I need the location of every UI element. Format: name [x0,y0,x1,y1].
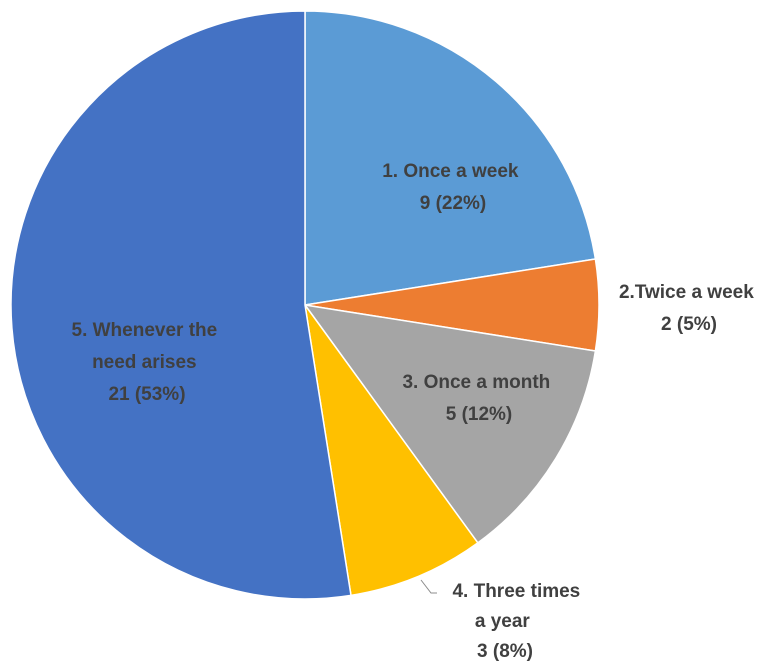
data-label-line: 1. Once a week [382,161,519,182]
pie-slice-5-whenever-the-need-arises [10,10,352,600]
data-label-line: 5 (12%) [446,404,513,425]
data-label-line: 21 (53%) [108,384,185,405]
data-label-line: 2.Twice a week [619,282,754,303]
data-label-once-a-week: 1. Once a week 9 (22%) [382,161,524,214]
data-label-line: 2 (5%) [661,314,717,335]
leader-lines [420,579,437,594]
pie-slices [10,10,600,600]
data-label-line: 3. Once a month [402,372,550,393]
data-label-line: 5. Whenever the [72,320,218,341]
pie-slice-3-once-a-month [303,303,597,544]
pie-slice-4-three-times-a-year [304,304,479,597]
data-label-twice-a-week: 2.Twice a week 2 (5%) [619,282,759,335]
data-label-three-times-a-year: 4. Three times a year 3 (8%) [452,581,585,662]
data-labels: 1. Once a week 9 (22%) 2.Twice a week 2 … [72,161,759,662]
data-label-whenever-the-need-arises: 5. Whenever the need arises 21 (53%) [72,320,223,405]
pie-slice-1-once-a-week [304,10,597,306]
data-label-once-a-month: 3. Once a month 5 (12%) [402,372,555,425]
data-label-line: need arises [92,352,197,373]
data-label-line: a year [475,611,531,632]
data-label-line: 9 (22%) [420,193,487,214]
data-label-line: 3 (8%) [477,641,533,662]
leader-line-three-times-a-year [420,579,437,594]
data-label-line: 4. Three times [452,581,580,602]
